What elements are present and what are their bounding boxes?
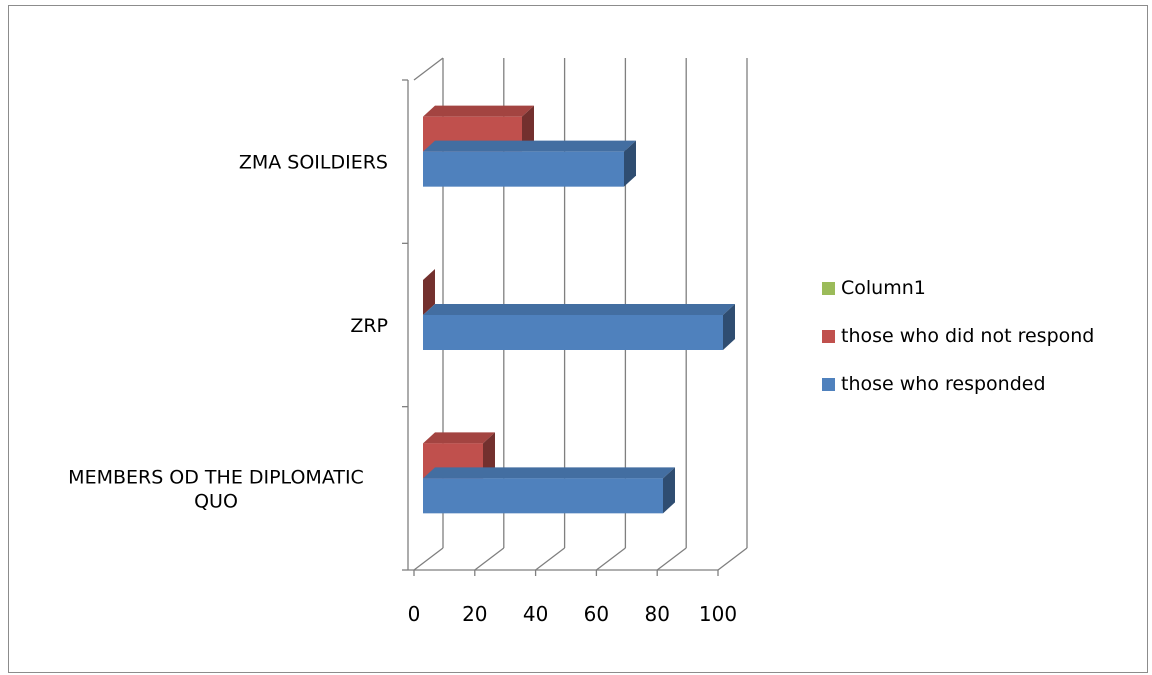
legend-item: those who did not respond <box>822 325 1095 347</box>
tick-label: 100 <box>699 602 737 626</box>
floor-gridline <box>413 547 444 571</box>
legend-label: those who did not respond <box>841 325 1095 347</box>
chart-frame <box>8 5 1148 673</box>
bar <box>423 315 723 350</box>
bar-side-face <box>423 269 435 315</box>
bar-top-face <box>423 105 534 117</box>
floor-gridline <box>535 547 565 571</box>
floor-gridline <box>474 547 505 571</box>
legend-label: Column1 <box>841 277 926 299</box>
bar-top-face <box>423 467 675 479</box>
floor-gridline <box>717 547 748 571</box>
bar-side-face <box>663 467 675 514</box>
bar-side-face <box>723 304 735 350</box>
tick-label: 80 <box>644 602 669 626</box>
floor-gridline <box>596 547 626 571</box>
bar-top-face <box>423 432 495 444</box>
legend-swatch <box>822 281 835 295</box>
bar <box>423 478 663 514</box>
category-label: MEMBERS OD THE DIPLOMATIC <box>68 466 364 488</box>
floor-gridline <box>656 547 687 571</box>
bar-top-face <box>423 140 636 152</box>
tick-label: 20 <box>462 602 487 626</box>
legend-item: Column1 <box>822 277 1094 299</box>
legend: Column1 those who did not respond those wh… <box>822 277 1095 424</box>
bar-top-face <box>423 304 735 315</box>
tick-label: 60 <box>584 602 609 626</box>
wall-edge <box>413 57 444 81</box>
legend-swatch <box>822 377 835 391</box>
legend-item: those who responded <box>822 373 1094 395</box>
legend-label: those who responded <box>841 373 1046 395</box>
category-label: ZRP <box>350 315 388 337</box>
category-label: QUO <box>194 490 238 512</box>
bar <box>423 151 624 187</box>
legend-swatch <box>822 329 835 343</box>
bar-side-face <box>483 432 495 479</box>
tick-label: 0 <box>408 602 421 626</box>
category-label: ZMA SOILDIERS <box>239 152 388 174</box>
bar-side-face <box>522 105 534 152</box>
tick-label: 40 <box>523 602 548 626</box>
bar-side-face <box>624 140 636 187</box>
